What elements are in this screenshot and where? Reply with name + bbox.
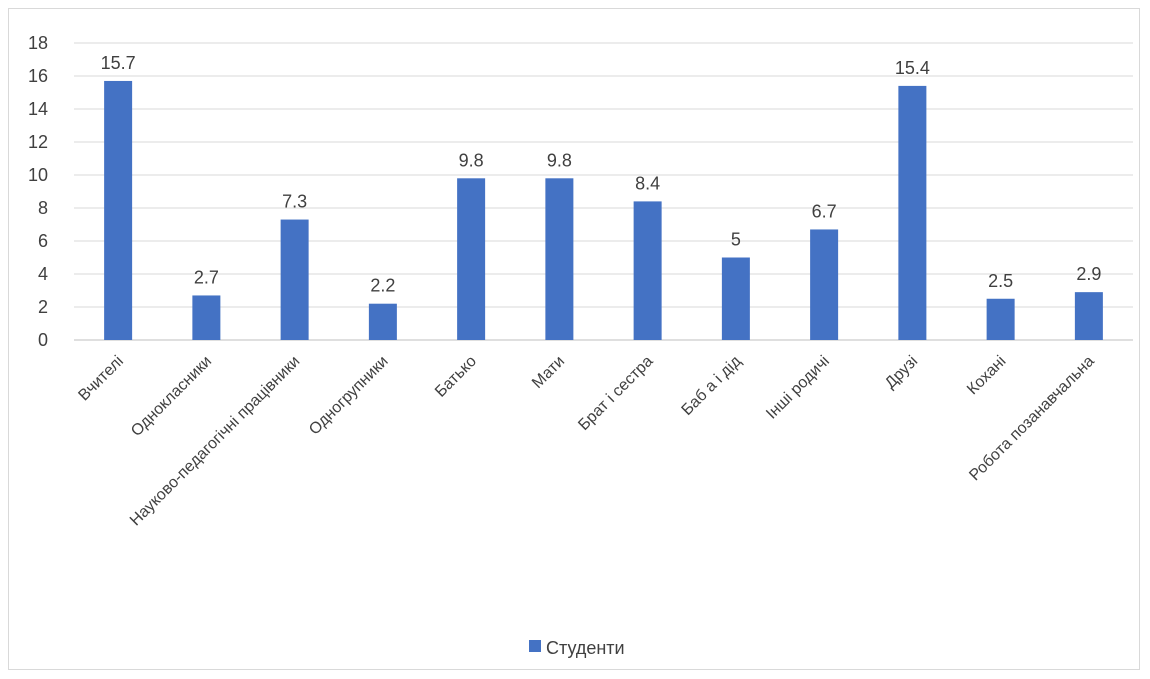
x-tick-label: Друзі <box>882 353 921 392</box>
y-tick-label: 12 <box>28 132 48 152</box>
y-tick-label: 0 <box>38 330 48 350</box>
x-tick-label: Інші родичі <box>763 353 833 423</box>
gridlines <box>74 42 1133 341</box>
x-tick-label: Батько <box>432 353 480 401</box>
bar <box>1074 292 1103 340</box>
y-tick-label: 4 <box>38 264 48 284</box>
x-tick-label: Мати <box>529 353 568 392</box>
bar <box>986 298 1015 340</box>
bar <box>898 85 927 341</box>
y-tick-label: 18 <box>28 33 48 53</box>
x-tick-label: Одногрупники <box>306 353 392 439</box>
y-tick-label: 2 <box>38 297 48 317</box>
y-tick-label: 16 <box>28 66 48 86</box>
data-label: 2.7 <box>194 267 219 287</box>
data-label: 9.8 <box>459 150 484 170</box>
x-tick-label: Однокласники <box>128 353 215 440</box>
bar <box>192 295 221 340</box>
y-tick-label: 8 <box>38 198 48 218</box>
data-label: 2.2 <box>370 276 395 296</box>
bar <box>633 201 662 340</box>
x-tick-label: Баб а і дід <box>679 352 746 419</box>
x-tick-label: Науково-педагогічні працівники <box>127 353 304 530</box>
data-label: 9.8 <box>547 150 572 170</box>
bar <box>457 178 486 340</box>
x-tick-label: Вчителі <box>75 353 126 404</box>
y-tick-label: 6 <box>38 231 48 251</box>
data-label: 7.3 <box>282 192 307 212</box>
x-tick-label: Кохані <box>964 353 1009 398</box>
data-label: 2.9 <box>1076 264 1101 284</box>
legend-label: Студенти <box>546 638 625 658</box>
bars <box>104 80 1103 341</box>
legend: Студенти <box>529 638 625 658</box>
data-label: 5 <box>731 230 741 250</box>
data-label: 8.4 <box>635 173 660 193</box>
legend-swatch <box>529 640 541 652</box>
bar <box>104 80 133 340</box>
y-axis-ticks: 0 2 4 6 8 10 12 14 16 18 <box>28 33 48 350</box>
bar <box>368 303 397 340</box>
data-label: 6.7 <box>812 201 837 221</box>
data-labels: 15.7 2.7 7.3 2.2 9.8 9.8 8.4 5 6.7 15.4 2.5 2.9 <box>101 53 1102 296</box>
data-label: 15.7 <box>101 53 136 73</box>
bar <box>280 219 309 340</box>
data-label: 2.5 <box>988 271 1013 291</box>
data-label: 15.4 <box>895 58 930 78</box>
bar <box>721 257 750 340</box>
x-tick-label: Брат і сестра <box>575 353 656 434</box>
y-tick-label: 14 <box>28 99 48 119</box>
bar <box>810 229 839 340</box>
y-tick-label: 10 <box>28 165 48 185</box>
bar <box>545 178 574 340</box>
